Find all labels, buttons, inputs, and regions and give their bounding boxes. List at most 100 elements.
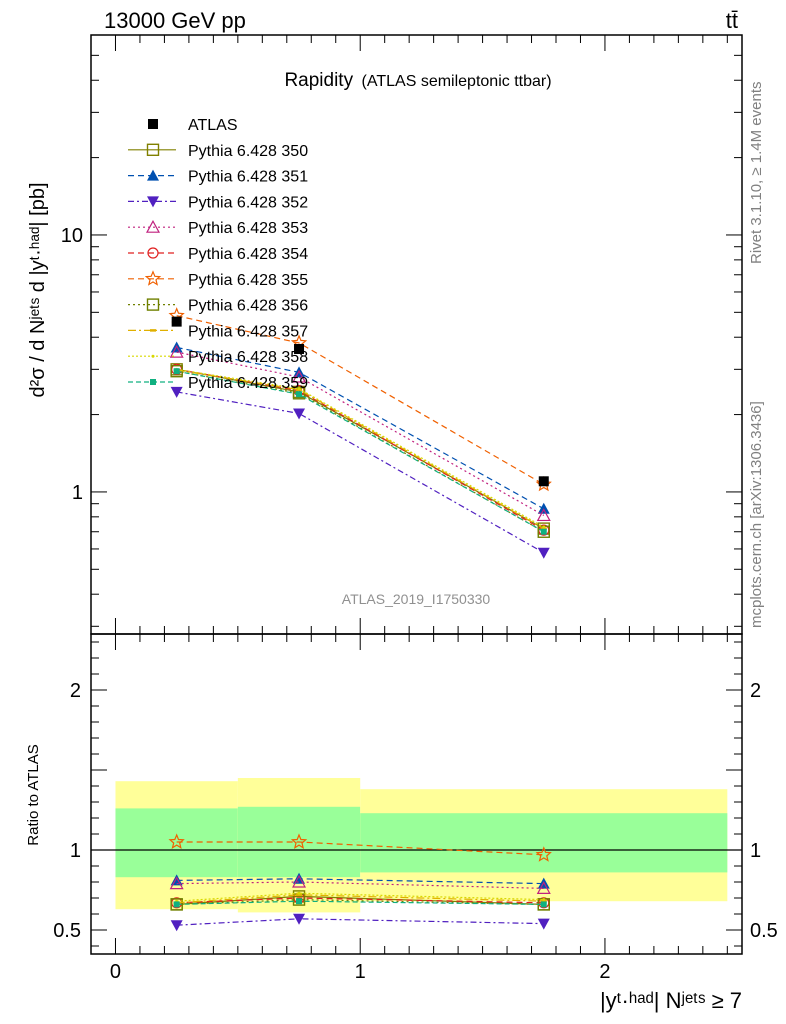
marker-open-star (535, 475, 552, 492)
series-line (176, 351, 545, 516)
series-main (169, 344, 551, 522)
analysis-id: ATLAS_2019_I1750330 (342, 591, 491, 607)
marker-open-square (146, 298, 160, 311)
series-main (170, 386, 550, 559)
series-main (173, 368, 547, 530)
title-main: Rapidity (284, 70, 353, 91)
main-y-axis-label: d²σ / d Nʲᵉᵗˢ d |yᵗ·ʰᵃᵈ| [pb] (27, 183, 49, 398)
x-tick-label: 1 (355, 961, 366, 983)
series-ratio (170, 913, 550, 932)
series-line (176, 368, 545, 528)
ratio-line (176, 897, 544, 904)
header-right: tt̄ (726, 8, 738, 33)
marker-open-square (146, 143, 160, 157)
series-ratio (168, 833, 552, 862)
marker-filled-square (538, 476, 549, 487)
ratio-y-tick-label: 1 (70, 840, 81, 862)
legend-label: Pythia 6.428 357 (188, 323, 308, 340)
inner-band (115, 808, 238, 878)
axis-ticks (91, 34, 742, 954)
title-sub: (ATLAS semileptonic ttbar) (362, 73, 552, 90)
marker-open-triangle (536, 881, 551, 895)
legend-label: Pythia 6.428 359 (188, 375, 308, 392)
ratio-y-tick-label: 2 (70, 680, 81, 702)
marker-triangle-up (147, 169, 159, 181)
ratio-line (176, 841, 544, 856)
marker-small-dot (297, 891, 301, 895)
series-line (176, 391, 545, 554)
marker-small-square (540, 528, 547, 535)
marker-triangle-down (537, 547, 550, 559)
marker-small-square (173, 368, 180, 375)
ratio-y-axis-label: Ratio to ATLAS (25, 744, 42, 845)
ratio-series (168, 833, 552, 932)
legend-label: Pythia 6.428 353 (188, 220, 308, 237)
legend-label: Pythia 6.428 351 (188, 169, 308, 186)
legend-label: Pythia 6.428 356 (188, 298, 308, 315)
header-left: 13000 GeV pp (104, 8, 246, 33)
series-line (176, 370, 545, 533)
main-series (168, 307, 552, 559)
ratio-y-tick-label: 0.5 (53, 920, 81, 942)
marker-filled-square (148, 119, 158, 129)
x-axis-label: |yᵗ·ʰᵃᵈ| Nʲᵉᵗˢ ≥ 7 (600, 988, 742, 1013)
series-line (176, 369, 545, 530)
legend-label: Pythia 6.428 355 (188, 272, 308, 289)
ratio-y-tick-label-right: 1 (750, 840, 761, 862)
marker-open-star (290, 833, 308, 849)
series-main (170, 341, 550, 514)
series-ratio (169, 874, 551, 895)
series-line (176, 368, 545, 531)
ratio-line (176, 918, 544, 926)
marker-triangle-down (537, 918, 550, 930)
mcplots-label: mcplots.cern.ch [arXiv:1306.3436] (748, 401, 765, 628)
marker-open-star (168, 833, 185, 849)
legend-label: Pythia 6.428 358 (188, 349, 308, 366)
marker-triangle-down (147, 196, 159, 208)
rivet-label: Rivet 3.1.10, ≥ 1.4M events (748, 82, 765, 265)
ratio-y-tick-label-right: 0.5 (750, 920, 778, 942)
marker-small-dot (542, 898, 546, 902)
marker-open-star (144, 270, 162, 286)
marker-triangle-down (170, 386, 183, 398)
plot-title: Rapidity (ATLAS semileptonic ttbar) (284, 70, 551, 91)
legend: ATLAS Pythia 6.428 350 Pythia 6.428 351 Pyt… (128, 117, 308, 392)
marker-triangle-down (293, 913, 306, 925)
marker-triangle-down (170, 920, 183, 932)
legend-label: Pythia 6.428 350 (188, 143, 308, 160)
ratio-y-tick-label-right: 2 (750, 680, 761, 702)
legend-label: ATLAS (188, 117, 238, 134)
marker-triangle-down (293, 408, 306, 420)
series-main (173, 368, 547, 535)
marker-small-square (296, 391, 303, 398)
legend-label: Pythia 6.428 352 (188, 194, 308, 211)
inner-band (360, 813, 728, 873)
marker-open-triangle (292, 874, 307, 888)
x-tick-label: 2 (599, 961, 610, 983)
marker-small-square (150, 379, 156, 385)
series-ratio (173, 898, 547, 908)
marker-small-dot (297, 387, 301, 391)
marker-open-star (535, 846, 552, 862)
ratio-panel-frame (90, 633, 743, 955)
legend-label: Pythia 6.428 354 (188, 246, 308, 263)
marker-open-circle (147, 247, 159, 259)
marker-small-dot (151, 354, 155, 358)
series-line (176, 370, 545, 533)
y-tick-label: 10 (61, 225, 83, 247)
marker-filled-square (294, 343, 305, 354)
x-tick-label: 0 (110, 961, 121, 983)
marker-small-square (173, 901, 180, 908)
marker-open-triangle (169, 876, 184, 890)
axis-tick-labels: 1 10 0.5 0.5 1 1 2 2 0 1 2 (53, 225, 778, 983)
uncertainty-bands (115, 778, 728, 913)
marker-open-triangle (292, 369, 307, 383)
ratio-line (176, 892, 544, 902)
marker-small-square (540, 901, 547, 908)
series-line (176, 315, 545, 485)
marker-small-square (296, 898, 303, 905)
marker-open-triangle (536, 508, 551, 522)
y-tick-label: 1 (72, 482, 83, 504)
marker-filled-square (171, 316, 182, 327)
